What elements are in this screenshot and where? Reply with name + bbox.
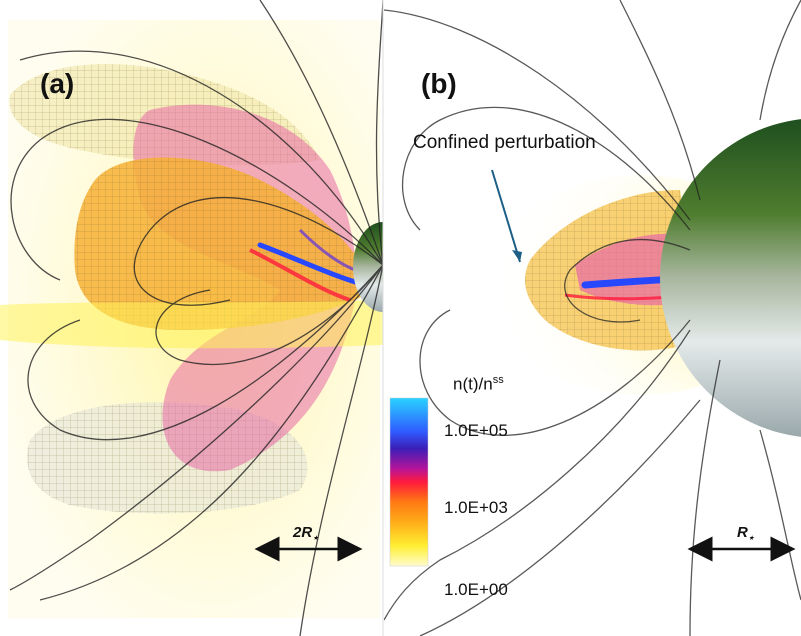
orange-core-mesh bbox=[74, 157, 375, 330]
scale-bar-a-text: 2R bbox=[293, 524, 313, 541]
star-b bbox=[660, 119, 801, 437]
equatorial-band bbox=[0, 300, 383, 349]
field-lines-b bbox=[384, 0, 801, 636]
colorbar-tick-label: 1.0E+05 bbox=[444, 421, 508, 440]
colorbar bbox=[389, 397, 429, 567]
scale-bar-a-label: 2R⋆ bbox=[293, 524, 318, 544]
colorbar-tick-label: 1.0E+00 bbox=[444, 580, 508, 599]
annotation-pointer-head bbox=[512, 250, 522, 262]
field-lines-a bbox=[9, 0, 383, 636]
colorbar-title-sup: ss bbox=[492, 374, 504, 386]
panel-a-label: (a) bbox=[40, 68, 75, 99]
annotation-pointer bbox=[491, 169, 521, 263]
scale-bar-b-label: R⋆ bbox=[737, 524, 754, 544]
panel-a bbox=[0, 0, 383, 636]
colorbar-title: n(t)/nss bbox=[453, 374, 504, 395]
panel-b-label: (b) bbox=[421, 68, 457, 99]
scale-bar-b-text: R bbox=[737, 524, 748, 541]
colorbar-tick-label: 1.0E+03 bbox=[444, 498, 508, 517]
annotation-label: Confined perturbation bbox=[413, 132, 596, 153]
colorbar-title-main: n(t)/n bbox=[453, 374, 493, 394]
panel-b bbox=[384, 0, 801, 636]
scale-bar-b-sub: ⋆ bbox=[747, 533, 755, 544]
red-streak bbox=[249, 248, 351, 302]
scale-bar-a-sub: ⋆ bbox=[312, 533, 319, 544]
blue-streak bbox=[257, 242, 368, 288]
